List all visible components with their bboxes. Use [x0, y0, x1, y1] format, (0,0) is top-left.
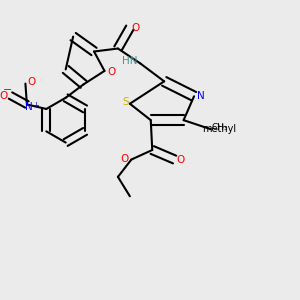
Text: O: O	[0, 91, 8, 100]
Text: O: O	[108, 68, 116, 77]
Text: methyl: methyl	[202, 124, 236, 134]
Text: CH₃: CH₃	[212, 123, 229, 132]
Text: O: O	[176, 154, 184, 165]
Text: N: N	[25, 102, 32, 112]
Text: S: S	[122, 97, 129, 107]
Text: O: O	[132, 22, 140, 33]
Text: +: +	[32, 101, 39, 110]
Text: O: O	[27, 77, 35, 87]
Text: HN: HN	[122, 56, 138, 66]
Text: N: N	[197, 91, 205, 101]
Text: −: −	[3, 85, 12, 95]
Text: O: O	[121, 154, 129, 164]
